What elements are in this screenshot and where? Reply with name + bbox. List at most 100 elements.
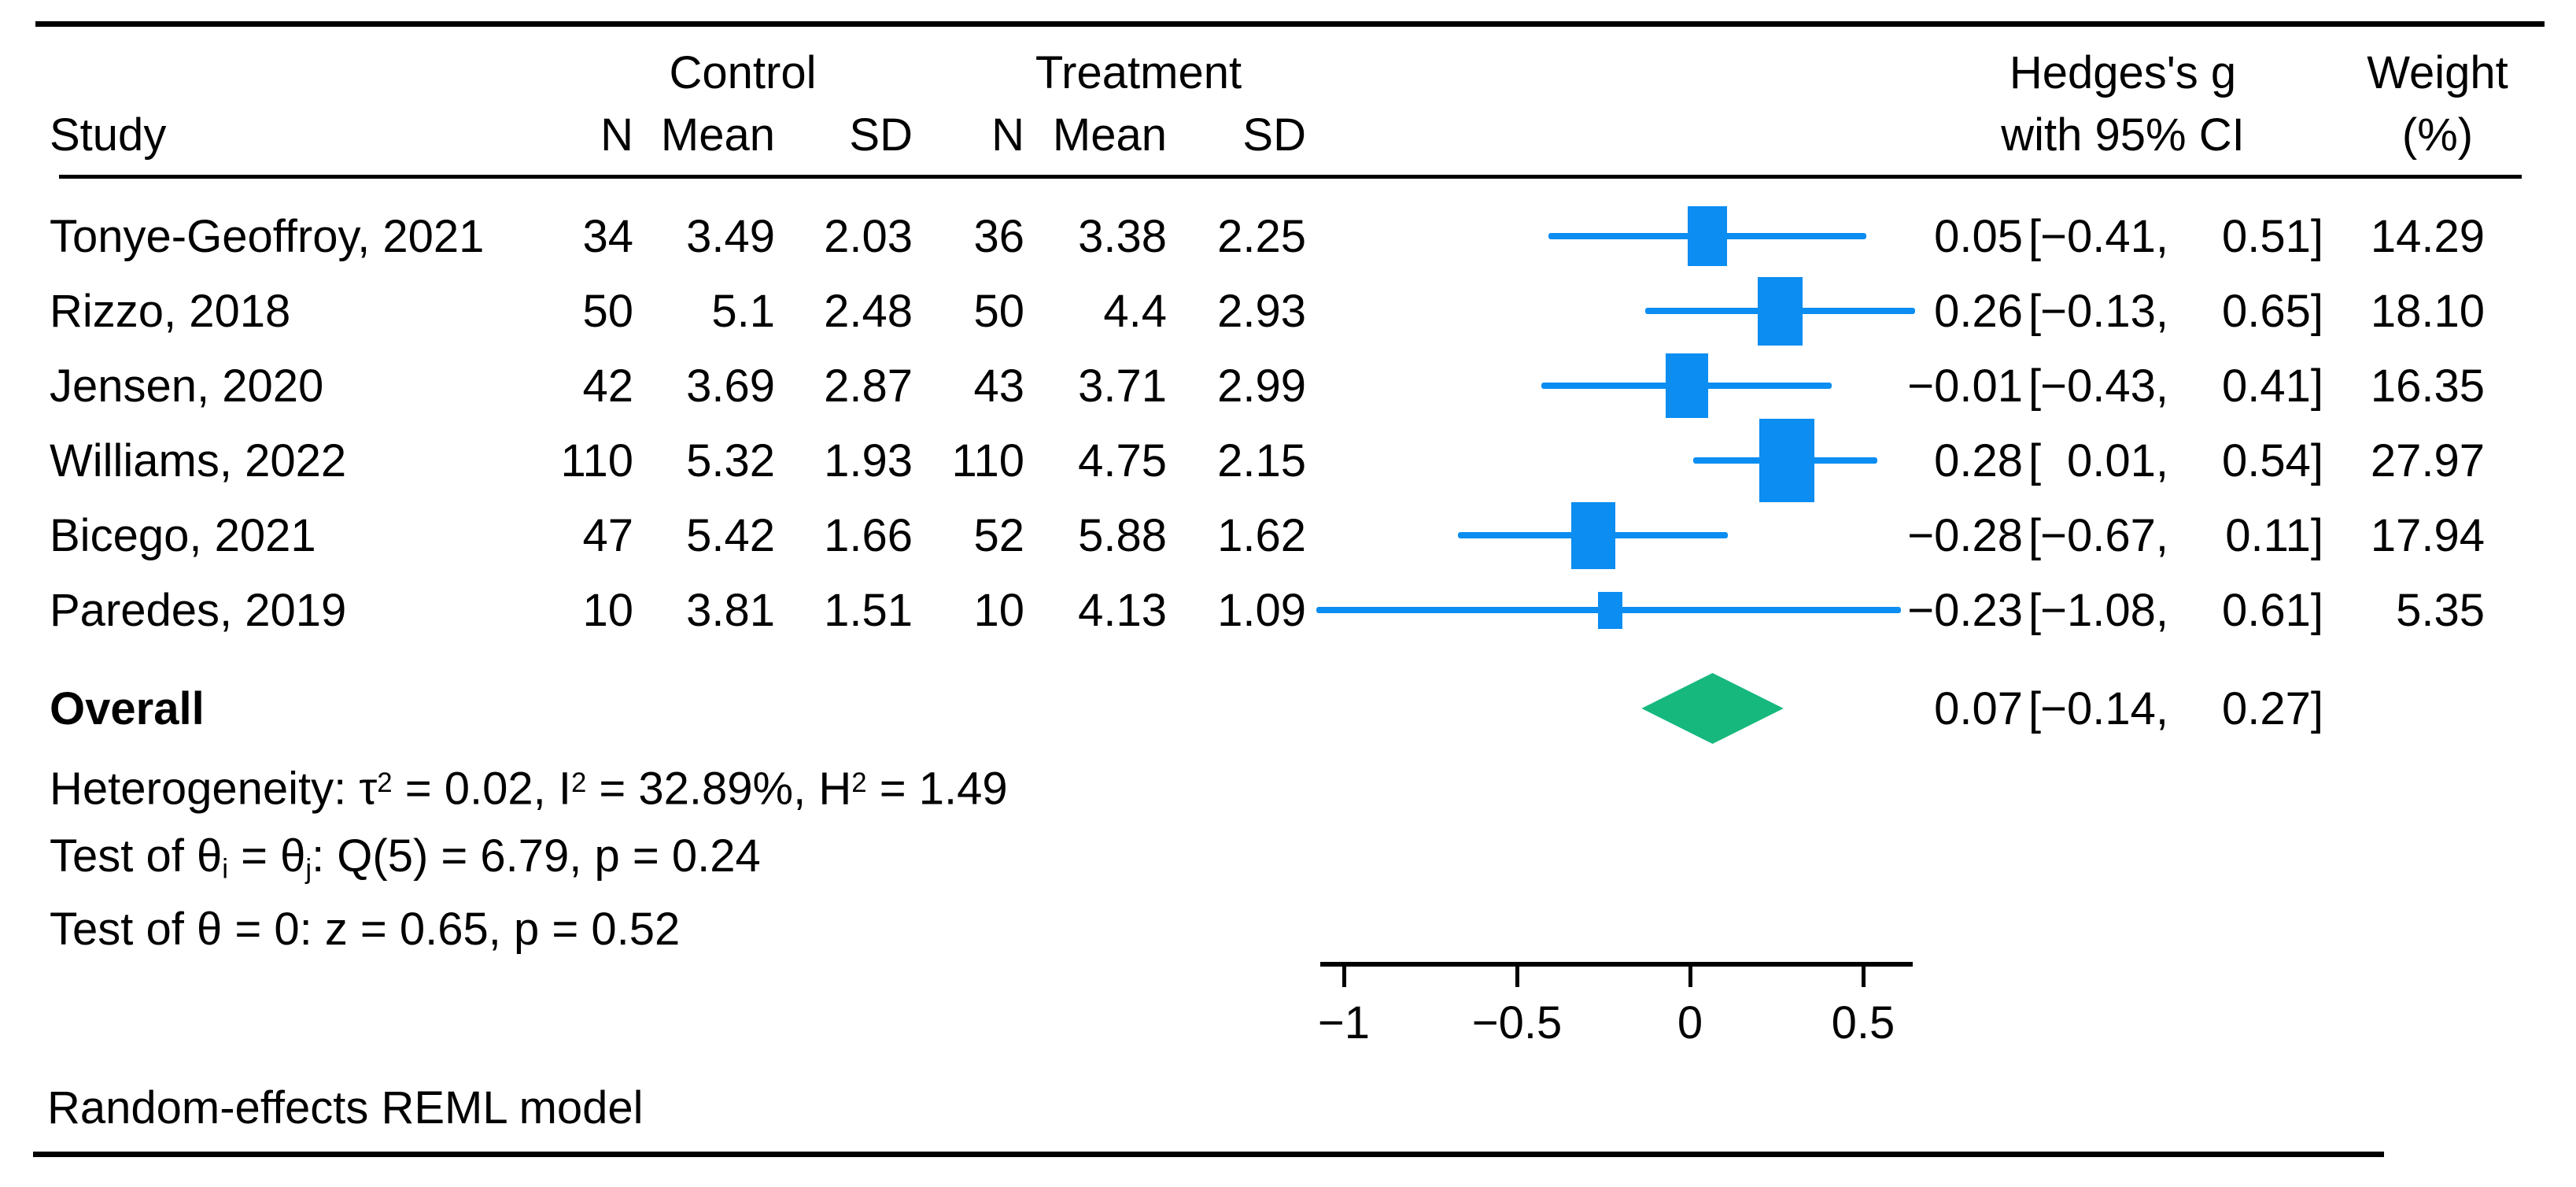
control-n: 34 [582, 210, 633, 262]
effect-marker [1571, 502, 1615, 569]
treatment-n: 52 [973, 509, 1024, 561]
stats-text-segment: 2 [570, 767, 587, 798]
ci-open-bracket: [ [2028, 210, 2042, 262]
stats-text-segment: = 1.49 [866, 763, 1008, 815]
ci-lower: 0.01, [2067, 434, 2168, 486]
weight-header-line2: (%) [2401, 109, 2474, 161]
ci-open-bracket: [ [2028, 434, 2042, 486]
treatment-n: 43 [973, 360, 1024, 412]
ci-upper: 0.41] [2222, 360, 2323, 412]
ci-open-bracket: [ [2028, 682, 2042, 734]
weight-value: 18.10 [2370, 285, 2485, 337]
control-sd: 1.51 [824, 584, 913, 636]
treatment-n: 10 [973, 584, 1024, 636]
effect-estimate: −0.01 [1907, 360, 2023, 412]
stats-text-segment: j [305, 853, 312, 885]
effect-estimate: 0.07 [1934, 682, 2023, 734]
axis-tick-label: 0 [1677, 997, 1703, 1048]
ci-open-bracket: [ [2028, 584, 2042, 636]
axis-tick [1515, 967, 1519, 987]
control-mean: 3.81 [686, 584, 775, 636]
axis-tick-label: −0.5 [1471, 997, 1563, 1048]
control-n: 42 [582, 360, 633, 412]
effect-estimate: −0.23 [1907, 584, 2023, 636]
ci-lower: −0.14, [2040, 682, 2168, 734]
effect-marker [1666, 353, 1708, 418]
effect-estimate: 0.26 [1934, 285, 2023, 337]
weight-header-line1: Weight [2367, 47, 2508, 98]
ci-upper: 0.27] [2222, 682, 2323, 734]
column-header-treatment-mean: Mean [1052, 109, 1167, 161]
stats-text-segment: i [222, 853, 228, 885]
study-name: Williams, 2022 [50, 434, 347, 486]
control-sd: 1.66 [824, 509, 913, 561]
control-n: 10 [582, 584, 633, 636]
overall-diamond [1641, 673, 1784, 744]
weight-value: 16.35 [2370, 360, 2485, 412]
stats-text-segment: = θ [227, 830, 306, 882]
treatment-mean: 3.38 [1078, 210, 1167, 262]
column-header-treatment-sd: SD [1242, 109, 1306, 161]
effect-header-line1: Hedges's g [2009, 47, 2237, 98]
control-n: 110 [560, 434, 633, 486]
effect-marker [1598, 592, 1622, 629]
control-n: 50 [582, 285, 633, 337]
study-name: Jensen, 2020 [50, 360, 324, 412]
weight-value: 5.35 [2396, 584, 2485, 636]
ci-lower: −1.08, [2040, 584, 2168, 636]
treatment-sd: 2.25 [1217, 210, 1306, 262]
treatment-sd: 2.93 [1217, 285, 1306, 337]
effect-marker [1759, 419, 1814, 502]
effect-marker [1688, 206, 1727, 266]
weight-value: 17.94 [2370, 509, 2485, 561]
axis-tick [1342, 967, 1346, 987]
column-header-control-n: N [600, 109, 633, 161]
ci-upper: 0.61] [2222, 584, 2323, 636]
stats-text-segment: Test of θ = 0: z = 0.65, p = 0.52 [50, 904, 681, 955]
axis-tick [1688, 967, 1692, 987]
control-sd: 1.93 [824, 434, 913, 486]
stats-text-segment: = 32.89%, H [586, 763, 852, 815]
ci-open-bracket: [ [2028, 360, 2042, 412]
group-header-treatment: Treatment [1035, 47, 1242, 98]
weight-value: 27.97 [2370, 434, 2485, 486]
treatment-sd: 1.62 [1217, 509, 1306, 561]
study-name: Paredes, 2019 [50, 584, 347, 636]
ci-upper: 0.11] [2225, 509, 2323, 561]
stats-text-segment: = 0.02, I [392, 763, 571, 815]
ci-upper: 0.54] [2222, 434, 2323, 486]
stats-text-segment: : Q(5) = 6.79, p = 0.24 [312, 830, 761, 882]
treatment-mean: 5.88 [1078, 509, 1167, 561]
control-sd: 2.87 [824, 360, 913, 412]
column-header-treatment-n: N [991, 109, 1024, 161]
control-sd: 2.03 [824, 210, 913, 262]
effect-marker [1758, 277, 1803, 346]
bottom-rule [33, 1152, 2384, 1157]
top-rule [35, 21, 2545, 27]
overall-label: Overall [50, 682, 205, 734]
test-between-stats: Test of θi = θj: Q(5) = 6.79, p = 0.24 [50, 819, 761, 893]
group-header-control: Control [669, 47, 817, 98]
column-header-study: Study [50, 109, 167, 161]
header-rule [59, 175, 2522, 179]
control-mean: 3.69 [686, 360, 775, 412]
treatment-sd: 2.15 [1217, 434, 1306, 486]
ci-lower: −0.43, [2040, 360, 2168, 412]
ci-open-bracket: [ [2028, 509, 2042, 561]
treatment-n: 36 [973, 210, 1024, 262]
effect-estimate: 0.05 [1934, 210, 2023, 262]
effect-estimate: −0.28 [1907, 509, 2023, 561]
stats-text-segment: 2 [851, 767, 867, 798]
column-header-control-sd: SD [849, 109, 913, 161]
treatment-mean: 3.71 [1078, 360, 1167, 412]
axis-tick-label: 0.5 [1831, 997, 1895, 1048]
study-name: Bicego, 2021 [50, 509, 316, 561]
ci-lower: −0.67, [2040, 509, 2168, 561]
treatment-sd: 1.09 [1217, 584, 1306, 636]
control-mean: 3.49 [686, 210, 775, 262]
weight-value: 14.29 [2370, 210, 2485, 262]
stats-text-segment: Heterogeneity: τ [50, 763, 378, 815]
treatment-sd: 2.99 [1217, 360, 1306, 412]
control-sd: 2.48 [824, 285, 913, 337]
